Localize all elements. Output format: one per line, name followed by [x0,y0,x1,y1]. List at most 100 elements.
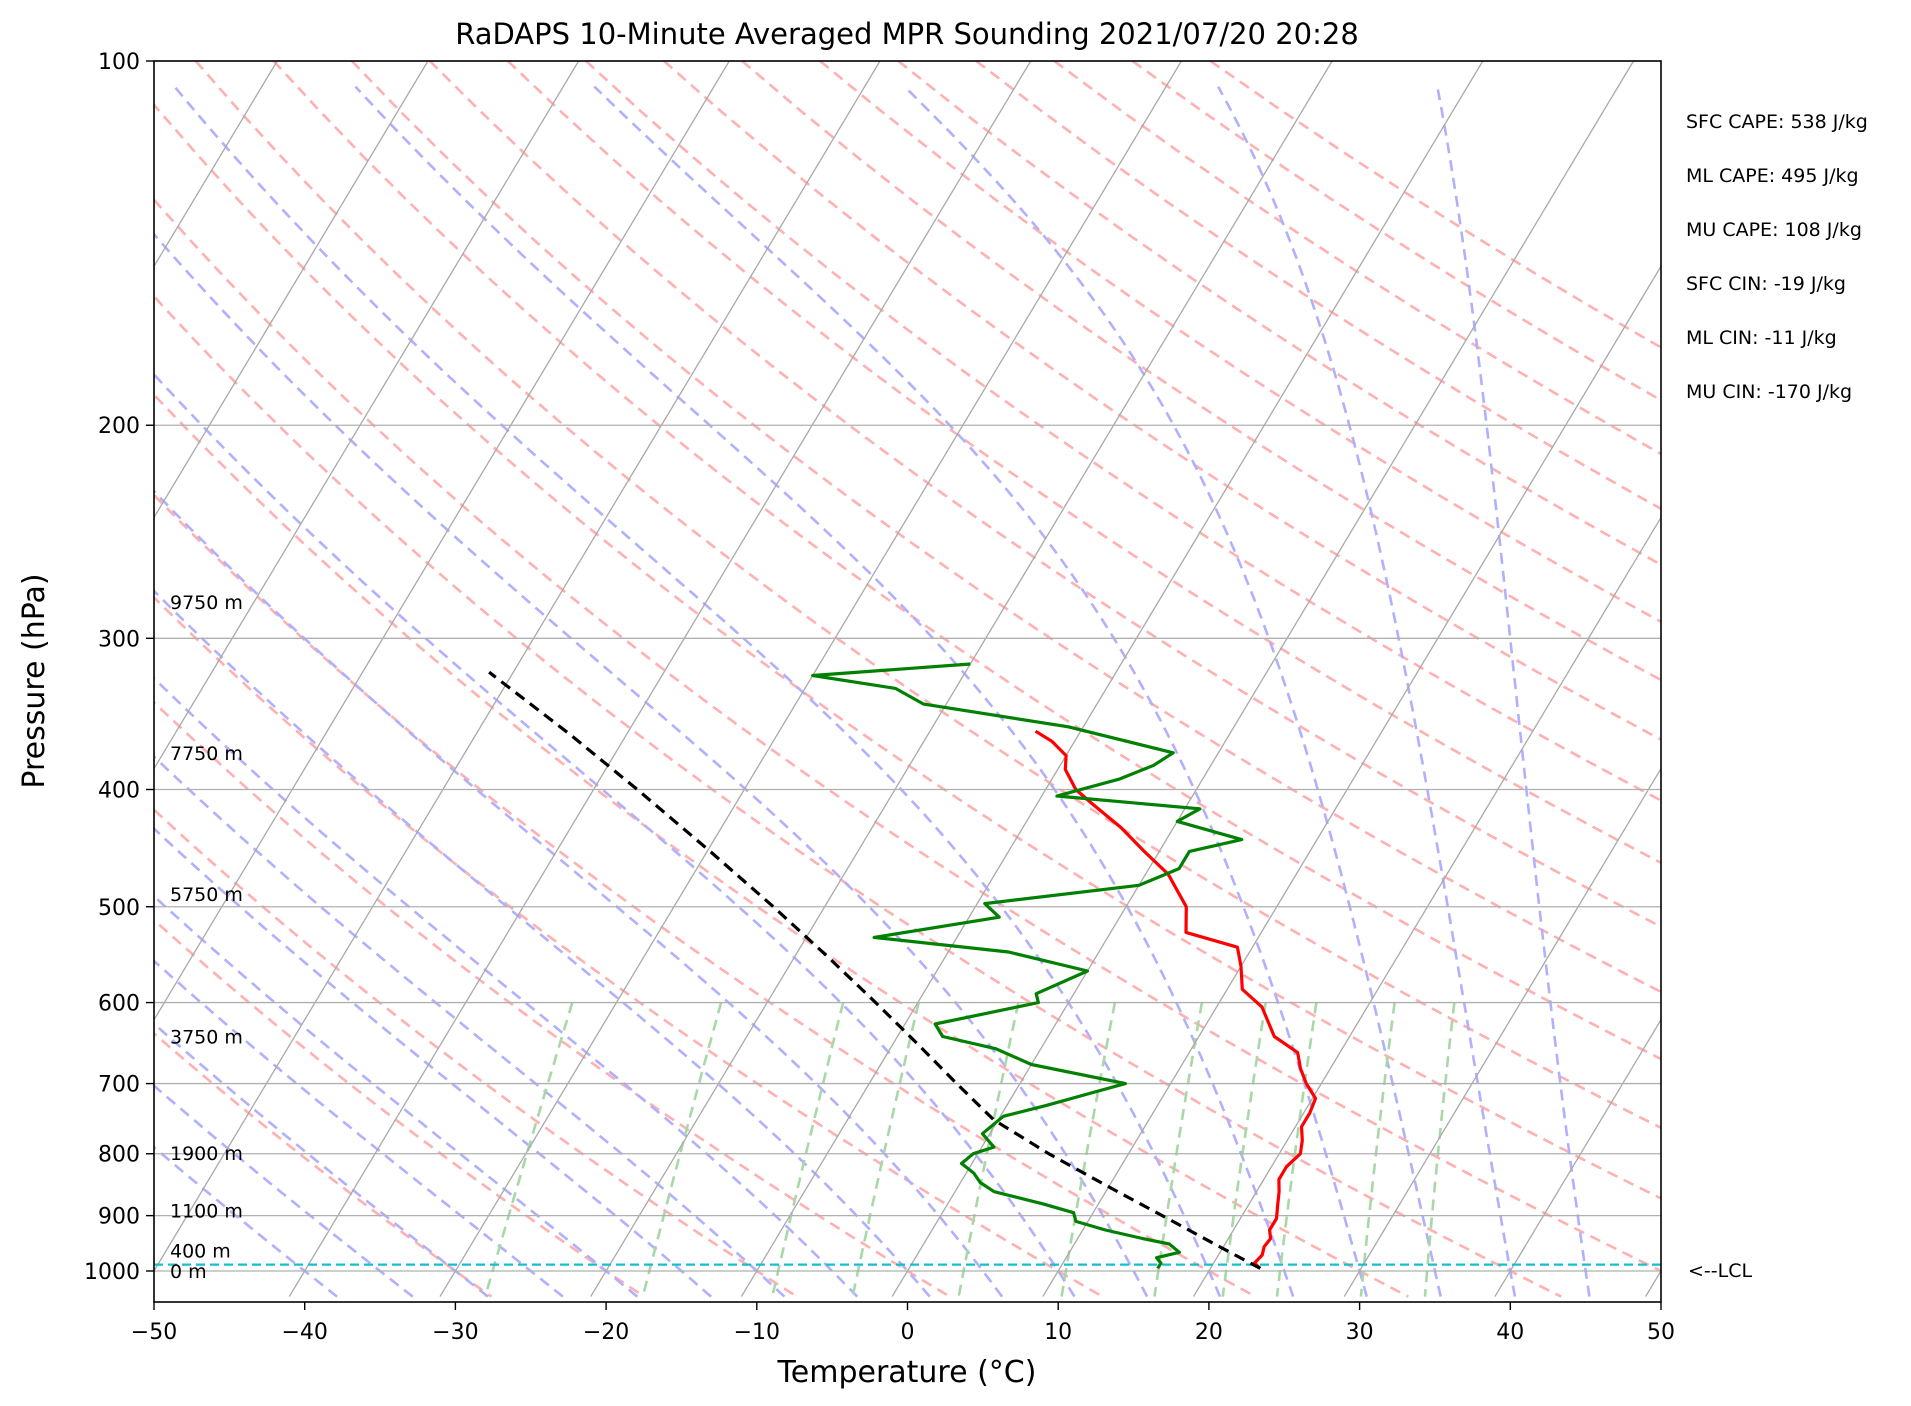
cape-cin-annotation: MU CAPE: 108 J/kg [1686,219,1862,241]
y-tick-label: 900 [98,1205,140,1230]
x-tick-label: −40 [281,1320,327,1345]
dry-adiabat [154,595,1104,1298]
dry-adiabat [154,1031,493,1298]
height-label: 7750 m [170,743,243,765]
isotherm [439,61,1182,1297]
isotherm [288,61,1032,1297]
dry-adiabat [154,807,798,1298]
mixing-ratio-line [770,1002,845,1297]
dry-adiabat [154,700,951,1298]
y-tick-label: 500 [98,896,140,921]
y-axis-label: Pressure (hPa) [17,573,52,788]
dry-adiabat [819,61,1661,624]
y-tick-label: 600 [98,992,140,1017]
moist-adiabat [154,372,1076,1298]
mixing-ratio-line [851,1002,920,1297]
isotherm [1042,265,1661,1297]
height-label: 5750 m [170,884,243,906]
height-label: 400 m [170,1241,231,1263]
mixing-ratio-line [1060,1002,1117,1297]
height-label: 9750 m [170,592,243,614]
dry-adiabat [1209,61,1661,349]
dry-adiabat [154,392,1409,1298]
y-tick-label: 300 [98,627,140,652]
temperature-line [1034,729,1318,1270]
dry-adiabat [272,61,1661,1061]
isotherm [1494,1018,1661,1297]
isotherm [154,61,730,1022]
height-label: 3750 m [170,1026,243,1048]
x-axis-label: Temperature (°C) [777,1355,1037,1390]
moist-adiabat [1217,85,1517,1297]
y-tick-label: 100 [98,50,140,75]
x-tick-label: 10 [1044,1320,1072,1345]
dewpoint-line [811,662,1244,1270]
cape-cin-annotation: ML CIN: -11 J/kg [1686,327,1837,349]
isotherm [740,61,1484,1297]
cape-cin-annotation: SFC CAPE: 538 J/kg [1686,111,1868,133]
lcl-label: <--LCL [1688,1260,1752,1282]
moist-adiabat [154,489,1004,1298]
cape-cin-annotation: SFC CIN: -19 J/kg [1686,273,1846,295]
isotherm [1796,61,1911,1297]
dry-adiabat [154,493,1257,1298]
mixing-ratio-line [1359,1002,1396,1297]
mixing-ratio-line [641,1002,723,1297]
y-tick-label: 700 [98,1073,140,1098]
dry-adiabat [154,102,1661,1200]
x-tick-label: 20 [1195,1320,1223,1345]
dry-adiabat [663,61,1661,742]
y-tick-label: 400 [98,778,140,803]
height-label: 1100 m [170,1200,243,1222]
y-tick-label: 200 [98,414,140,439]
dry-adiabat [154,197,1661,1273]
x-tick-label: 50 [1647,1320,1675,1345]
moist-adiabat [154,676,859,1298]
x-tick-label: −10 [734,1320,780,1345]
dry-adiabat [741,61,1661,682]
isotherm [154,61,429,519]
plot-frame [153,60,1662,1303]
dry-adiabat [897,61,1661,567]
dry-adiabat [154,918,646,1298]
moist-adiabat [154,232,1149,1298]
x-tick-label: −30 [432,1320,478,1345]
moist-adiabat [154,894,639,1298]
x-tick-label: −20 [583,1320,629,1345]
x-tick-label: 40 [1496,1320,1524,1345]
moist-adiabat [154,959,564,1298]
isotherm [154,61,881,1273]
mixing-ratio-line [1275,1002,1318,1297]
moist-adiabat [593,85,1369,1297]
moist-adiabat [1436,86,1591,1297]
moist-adiabat [154,826,712,1298]
moist-adiabat [154,1022,489,1298]
isotherm [590,61,1333,1297]
dry-adiabat [350,61,1661,994]
parcel-line [488,670,1261,1270]
isotherm [154,61,580,770]
mixing-ratio-line [1423,1002,1456,1297]
moist-adiabat [354,85,1295,1298]
dry-adiabat [507,61,1661,865]
moist-adiabat [903,85,1442,1297]
cape-cin-annotation: MU CIN: -170 J/kg [1686,381,1852,403]
dry-adiabat [428,61,1661,929]
dry-adiabat [154,294,1562,1298]
y-tick-label: 800 [98,1143,140,1168]
x-tick-label: 30 [1346,1320,1374,1345]
chart-title: RaDAPS 10-Minute Averaged MPR Sounding 2… [455,17,1359,51]
moist-adiabat [154,754,786,1298]
moist-adiabat [154,589,931,1298]
isotherm [891,61,1635,1297]
height-label: 0 m [170,1261,207,1283]
mixing-ratio-line [483,1002,574,1297]
dry-adiabat [975,61,1661,511]
isotherm [1343,767,1661,1297]
x-tick-label: −50 [131,1320,177,1345]
moist-adiabat [173,85,1222,1298]
y-tick-label: 1000 [84,1260,140,1285]
mixing-ratio-line [957,1002,1020,1297]
height-label: 1900 m [170,1143,243,1165]
